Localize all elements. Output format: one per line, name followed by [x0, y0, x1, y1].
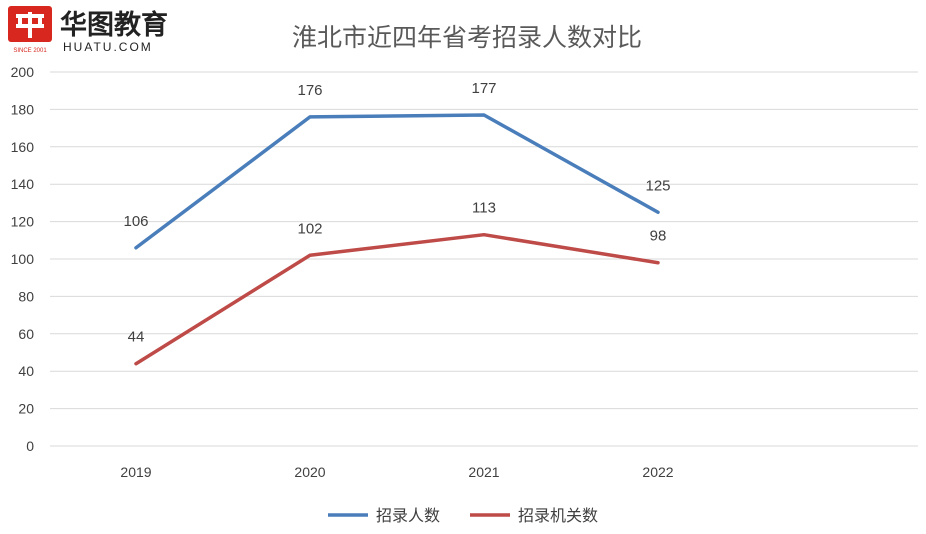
data-label: 44 [128, 329, 145, 346]
data-label: 113 [472, 200, 496, 217]
y-tick-label: 60 [18, 326, 34, 342]
chart-title: 淮北市近四年省考招录人数对比 [292, 23, 642, 52]
huatu-logo: SINCE 2001 华图教育 HUATU.COM [8, 6, 218, 56]
legend-item-1: 招录人数 [328, 506, 440, 525]
legend-label: 招录人数 [376, 506, 440, 525]
y-tick-label: 40 [18, 363, 34, 379]
y-tick-label: 200 [11, 64, 35, 80]
data-label: 106 [123, 213, 148, 230]
y-tick-label: 160 [11, 139, 35, 155]
y-axis: 0 20 40 60 80 100 120 140 160 180 200 [11, 64, 35, 454]
legend: 招录人数 招录机关数 [328, 506, 598, 525]
y-tick-label: 140 [11, 176, 35, 192]
y-tick-label: 20 [18, 401, 34, 417]
y-tick-label: 100 [11, 251, 35, 267]
series-line-1 [134, 113, 660, 250]
data-label: 177 [471, 80, 496, 97]
y-tick-label: 180 [11, 101, 35, 117]
logo-glyph [16, 12, 44, 38]
data-label: 98 [650, 228, 667, 245]
series-line-2 [134, 232, 660, 366]
legend-label: 招录机关数 [518, 506, 598, 525]
data-label: 102 [297, 220, 322, 237]
logo-since: SINCE 2001 [13, 48, 47, 54]
x-tick-label: 2020 [294, 464, 325, 480]
gridlines [50, 71, 918, 447]
data-label: 176 [297, 82, 322, 99]
legend-item-2: 招录机关数 [470, 506, 598, 525]
x-tick-label: 2021 [468, 464, 499, 480]
y-tick-label: 0 [26, 438, 34, 454]
logo-brand-en: HUATU.COM [63, 40, 153, 54]
data-labels: 106 176 177 125 44 102 113 98 [123, 80, 670, 346]
x-tick-label: 2019 [120, 464, 151, 480]
series-lines [134, 113, 660, 366]
y-tick-label: 120 [11, 214, 35, 230]
logo-brand-cn: 华图教育 [60, 9, 168, 41]
data-label: 125 [645, 177, 670, 194]
y-tick-label: 80 [18, 288, 34, 304]
x-axis: 2019 2020 2021 2022 [120, 464, 673, 480]
x-tick-label: 2022 [642, 464, 673, 480]
